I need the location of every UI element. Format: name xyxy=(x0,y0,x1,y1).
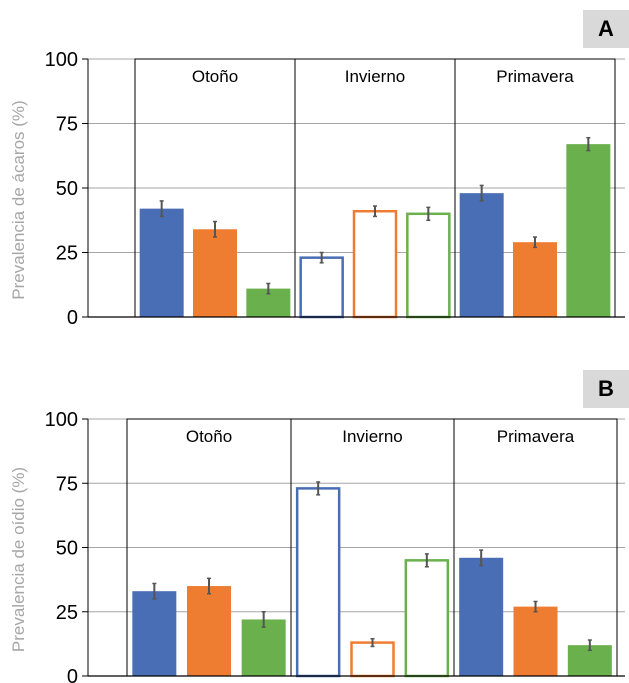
panel-b-season-label: Invierno xyxy=(342,427,402,446)
panel-a-season-label: Invierno xyxy=(345,67,405,86)
panel-a-y-tick-label: 25 xyxy=(56,243,78,265)
panel-b-bar xyxy=(513,606,558,676)
panel-b-y-tick-label: 50 xyxy=(56,538,78,560)
panel-a-y-tick-label: 75 xyxy=(56,114,78,136)
panel-a-season-label: Otoño xyxy=(192,67,238,86)
panel-a-bar xyxy=(406,212,451,319)
panel-b-bar xyxy=(241,619,286,676)
panel-a-bar xyxy=(299,256,344,319)
panel-b-y-tick-label: 25 xyxy=(56,602,78,624)
panel-b-y-tick-label: 75 xyxy=(56,473,78,495)
panel-a-y-tick-label: 50 xyxy=(56,178,78,200)
panel-b-bar xyxy=(132,591,177,676)
panel-a-bar xyxy=(193,229,237,317)
panel-a-bar xyxy=(459,193,504,317)
panel-b-season-label: Primavera xyxy=(497,427,575,446)
panel-b-bar xyxy=(187,586,231,676)
panel-label-a: A xyxy=(583,10,629,48)
panel-b-bar xyxy=(350,641,395,678)
panel-a-y-axis-label: Prevalencia de ácaros (%) xyxy=(9,100,28,299)
panel-b-bar xyxy=(295,487,341,678)
panel-a-y-tick-label: 100 xyxy=(45,49,78,71)
panel-b-season-label: Otoño xyxy=(186,427,232,446)
panel-a-bar xyxy=(513,242,557,317)
panel-a-season-label: Primavera xyxy=(496,67,574,86)
panel-label-b: B xyxy=(583,370,629,408)
panel-a-y-tick-label: 0 xyxy=(67,307,78,329)
panel-a-bar xyxy=(566,144,611,317)
panel-b-bar xyxy=(459,557,504,676)
panel-b-y-axis-label: Prevalencia de oídio (%) xyxy=(9,467,28,652)
panel-a-bar xyxy=(352,209,398,319)
panel-a-bar xyxy=(139,208,184,317)
panel-b-bar xyxy=(404,559,450,678)
panel-b-y-tick-label: 0 xyxy=(67,666,78,683)
panel-b-y-tick-label: 100 xyxy=(45,409,78,431)
